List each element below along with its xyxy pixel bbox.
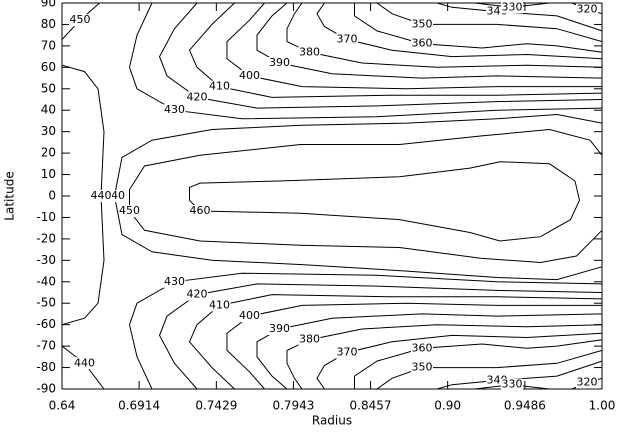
contour-label-bg xyxy=(208,80,231,93)
y-tick-label: 60 xyxy=(41,60,56,74)
y-tick-label: 50 xyxy=(41,81,56,95)
contour-label: 460 xyxy=(190,204,211,217)
x-tick-label: 0.9486 xyxy=(504,399,546,413)
contour-line xyxy=(376,2,603,43)
contour-line xyxy=(354,3,603,53)
contour-label-bg xyxy=(411,37,433,50)
contour-label-bg xyxy=(298,46,321,59)
contour-label-bg xyxy=(501,1,523,14)
y-tick-label: 90 xyxy=(41,0,56,10)
x-tick-label: 0.8457 xyxy=(350,399,392,413)
contour-label: 360 xyxy=(412,341,433,354)
y-tick-label: -50 xyxy=(36,296,56,310)
contour-line xyxy=(189,161,581,242)
contour-line xyxy=(286,2,603,68)
contour-line xyxy=(113,113,603,281)
x-tick-label: 0.64 xyxy=(49,399,76,413)
y-tick-label: 30 xyxy=(41,124,56,138)
contour-label-bg xyxy=(118,205,141,218)
contour-line xyxy=(286,324,603,390)
contour-label-bg xyxy=(411,361,433,374)
contour-label: 370 xyxy=(337,32,358,45)
contour-label: 350 xyxy=(412,361,433,374)
contour-label: 390 xyxy=(269,322,290,335)
y-tick-label: -90 xyxy=(36,382,56,396)
x-tick-label: 1.00 xyxy=(589,399,616,413)
contour-label: 420 xyxy=(187,288,208,301)
contour-line xyxy=(376,349,603,390)
x-tick-label: 0.7943 xyxy=(272,399,314,413)
contour-label-bg xyxy=(411,18,433,31)
contour-label: 430 xyxy=(164,275,185,288)
y-tick-label: -20 xyxy=(36,231,56,245)
contour-label: 430 xyxy=(164,103,185,116)
contour-line xyxy=(316,2,603,60)
contour-label: 320 xyxy=(577,376,598,389)
contour-label-bg xyxy=(238,69,261,82)
x-tick-label: 0.7429 xyxy=(195,399,237,413)
contour-label-bg xyxy=(73,357,96,370)
contour-label: 360 xyxy=(412,37,433,50)
contour-label: 450 xyxy=(70,13,91,26)
contour-label-bg xyxy=(336,346,358,359)
y-tick-label: 10 xyxy=(41,167,56,181)
contour-label: 400 xyxy=(239,69,260,82)
y-tick-label: -70 xyxy=(36,339,56,353)
contour-label-bg xyxy=(411,342,433,355)
contour-label-bg xyxy=(576,376,598,389)
y-tick-label: -10 xyxy=(36,210,56,224)
y-tick-label: 0 xyxy=(48,189,56,203)
contour-line xyxy=(354,339,603,389)
contour-label: 380 xyxy=(299,45,320,58)
y-tick-label: 40 xyxy=(41,103,56,117)
contour-label-bg xyxy=(268,57,291,70)
contour-label-bg xyxy=(186,91,208,104)
contour-label: 380 xyxy=(299,333,320,346)
contour-label-bg xyxy=(186,288,208,301)
contour-label: 440 xyxy=(74,356,95,369)
contour-label: 410 xyxy=(209,298,230,311)
contour-label: 390 xyxy=(269,56,290,69)
contour-line xyxy=(316,332,603,390)
contour-label-bg xyxy=(298,333,321,346)
y-tick-label: 70 xyxy=(41,38,56,52)
contour-label: 350 xyxy=(412,17,433,30)
y-tick-label: -30 xyxy=(36,253,56,267)
contour-label-bg xyxy=(90,190,112,202)
contour-line xyxy=(129,128,603,264)
contour-label-bg xyxy=(576,3,598,16)
contour-label-bg xyxy=(238,310,261,323)
contour-label-bg xyxy=(208,299,231,312)
y-tick-label: 80 xyxy=(41,17,56,31)
contour-label-bg xyxy=(163,275,186,288)
contour-label-bg xyxy=(268,322,291,335)
y-axis-label: Latitude xyxy=(3,171,17,220)
contour-label: 420 xyxy=(187,90,208,103)
contour-label-bg xyxy=(163,104,186,117)
contour-label: 410 xyxy=(209,80,230,93)
y-tick-label: -80 xyxy=(36,360,56,374)
contour-label-bg xyxy=(336,33,358,46)
contour-label-bg xyxy=(69,14,91,27)
x-tick-label: 0.6914 xyxy=(118,399,160,413)
contour-label: 330 xyxy=(502,378,523,391)
plot-frame xyxy=(61,2,603,390)
y-tick-label: -60 xyxy=(36,317,56,331)
contour-label-bg xyxy=(189,205,211,218)
contour-label: 320 xyxy=(577,2,598,15)
contour-label: 440 xyxy=(91,189,112,202)
x-axis-label: Radius xyxy=(312,414,352,428)
contour-label: 370 xyxy=(337,346,358,359)
y-tick-label: 20 xyxy=(41,146,56,160)
contour-label: 450 xyxy=(119,204,140,217)
x-tick-label: 0.90 xyxy=(434,399,461,413)
y-tick-label: -40 xyxy=(36,274,56,288)
contour-label: 400 xyxy=(239,309,260,322)
contour-label-bg xyxy=(501,378,523,391)
contour-label: 330 xyxy=(502,0,523,13)
